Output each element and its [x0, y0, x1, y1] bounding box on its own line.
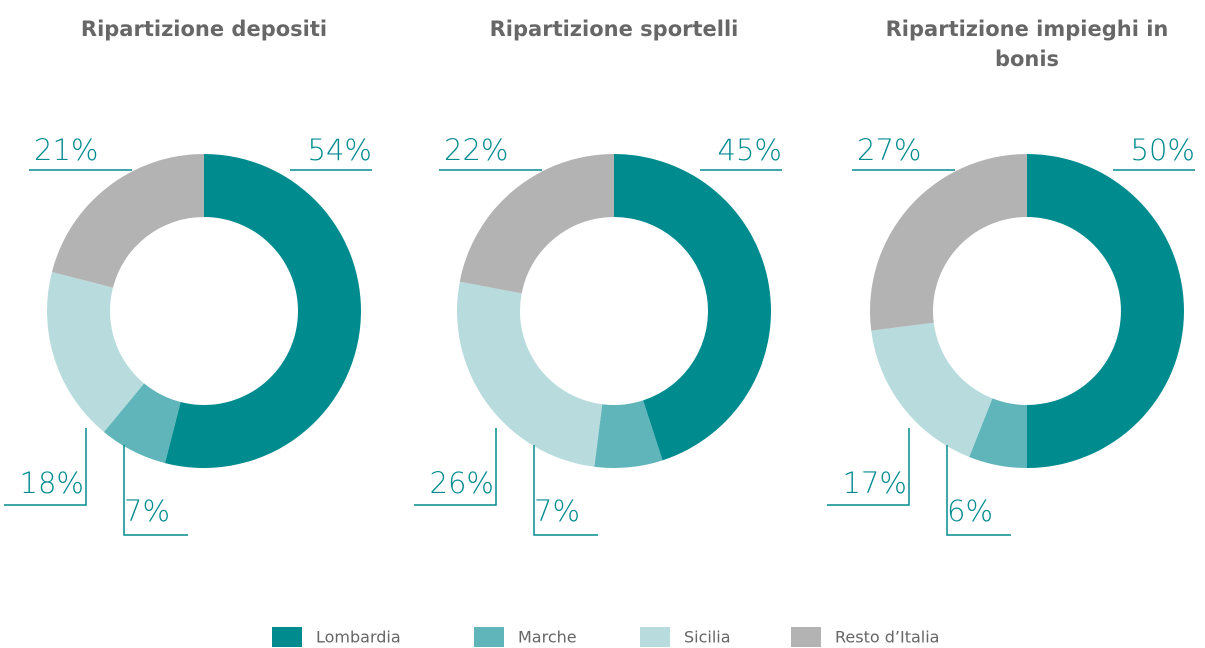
- data-label: 26%: [430, 466, 494, 500]
- donut-slice: [51, 154, 204, 288]
- legend-swatch: [474, 627, 504, 647]
- legend-label: Lombardia: [316, 628, 401, 647]
- data-label: 18%: [20, 466, 84, 500]
- leader-line: [123, 445, 188, 536]
- donut-slice: [594, 400, 663, 468]
- legend-swatch: [791, 627, 821, 647]
- data-label: 45%: [718, 133, 782, 167]
- data-label: 50%: [1131, 133, 1195, 167]
- donut-slice: [614, 154, 772, 461]
- data-label: 7%: [124, 494, 170, 528]
- donut-slice: [1027, 154, 1184, 468]
- legend-label: Marche: [518, 628, 577, 647]
- chart-title: Ripartizione sportelli: [490, 17, 739, 41]
- chart-title: Ripartizione impieghi in bonis: [886, 17, 1169, 71]
- data-label: 6%: [947, 494, 993, 528]
- data-label: 7%: [534, 494, 580, 528]
- donut-slice: [459, 154, 614, 294]
- donut-slice: [47, 271, 145, 432]
- leader-line: [4, 428, 87, 506]
- leader-line: [414, 428, 497, 506]
- donut-slice: [103, 383, 181, 464]
- leader-line: [946, 445, 1011, 536]
- legend-swatch: [640, 627, 670, 647]
- donut-slice: [870, 154, 1027, 331]
- data-label: 54%: [308, 133, 372, 167]
- data-label: 17%: [843, 466, 907, 500]
- legend-label: Resto d’Italia: [835, 628, 939, 647]
- donut-slice: [164, 154, 361, 468]
- donut-slice: [871, 322, 993, 457]
- leader-line: [533, 445, 598, 536]
- donut-slice: [457, 281, 603, 467]
- donut-slice: [969, 398, 1027, 468]
- chart-title: Ripartizione depositi: [81, 17, 327, 41]
- legend-label: Sicilia: [684, 628, 731, 647]
- data-label: 22%: [444, 133, 508, 167]
- legend-swatch: [272, 627, 302, 647]
- data-label: 21%: [34, 133, 98, 167]
- leader-line: [827, 428, 910, 506]
- data-label: 27%: [857, 133, 921, 167]
